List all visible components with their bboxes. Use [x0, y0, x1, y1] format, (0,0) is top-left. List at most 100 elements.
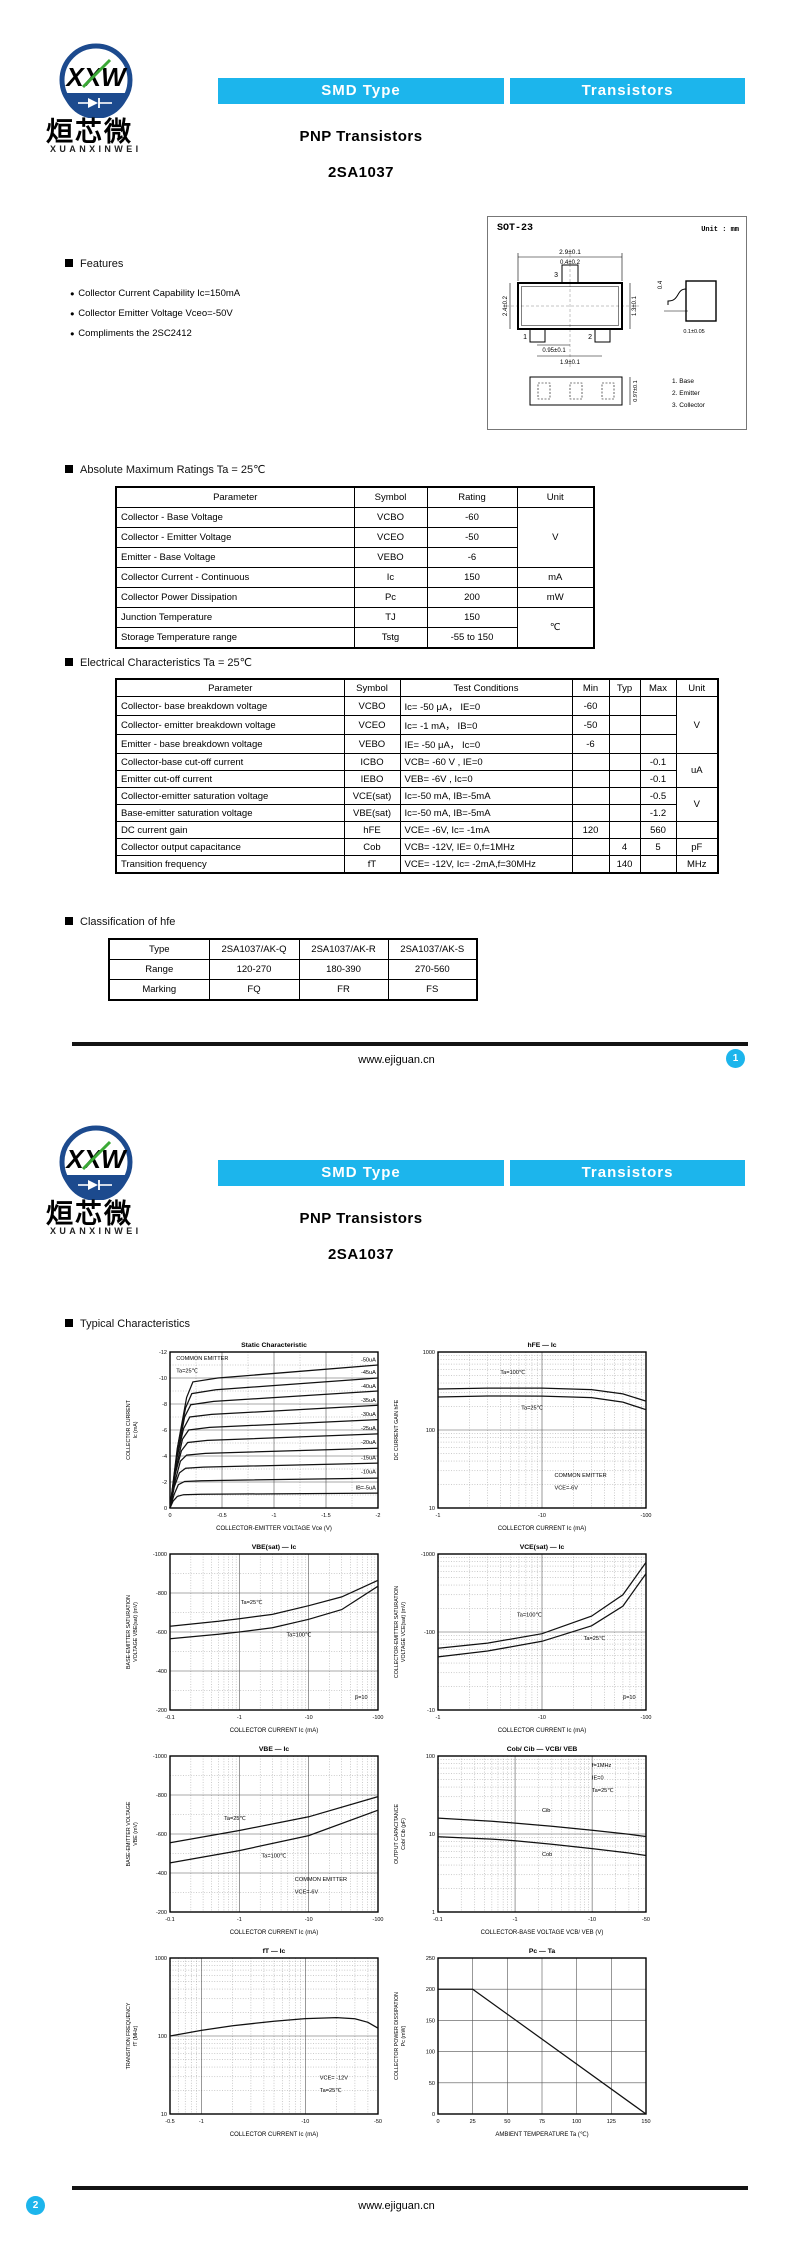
table-cell: Type	[108, 938, 210, 960]
table-row: Range 120-270 180-390 270-560	[108, 959, 478, 980]
table-cell: Marking	[108, 979, 210, 1001]
table-cell: 5	[639, 838, 677, 856]
svg-text:10: 10	[429, 1832, 435, 1838]
svg-text:150: 150	[641, 2119, 650, 2125]
svg-text:1000: 1000	[155, 1956, 167, 1962]
svg-text:Ta=25℃: Ta=25℃	[224, 1815, 246, 1822]
svg-text:1.9±0.1: 1.9±0.1	[560, 360, 581, 366]
svg-text:VOLTAGE VBE(sat) (mV): VOLTAGE VBE(sat) (mV)	[133, 1602, 139, 1662]
svg-text:Cob/ Cib — VCB/ VEB: Cob/ Cib — VCB/ VEB	[507, 1746, 578, 1753]
table-cell: Collector output capacitance	[115, 838, 345, 856]
svg-text:COLLECTOR CURRENT Ic (mA): COLLECTOR CURRENT Ic (mA)	[230, 2132, 318, 2138]
table-cell	[571, 770, 610, 788]
table-cell: Base-emitter saturation voltage	[115, 804, 345, 822]
svg-text:-2: -2	[376, 1513, 381, 1519]
table-cell	[675, 821, 719, 839]
svg-text:2.9±0.1: 2.9±0.1	[559, 249, 581, 256]
svg-text:TRANSITION FREQUENCY: TRANSITION FREQUENCY	[126, 2002, 132, 2069]
table-cell: Transition frequency	[115, 855, 345, 874]
part-number: 2SA1037	[327, 1246, 395, 1263]
table-row: Collector-base cut-off current ICBO VCB= -…	[115, 753, 719, 788]
svg-text:1: 1	[432, 1910, 435, 1916]
table-cell	[639, 734, 677, 754]
table-cell: mW	[516, 587, 595, 608]
table-cell: FS	[387, 979, 478, 1001]
footer-url: www.ejiguan.cn	[358, 2200, 435, 2212]
square-bullet-icon	[65, 658, 73, 666]
package-name: SOT-23	[497, 223, 534, 234]
table-cell: Ic	[353, 567, 428, 588]
brand-name-en: XUANXINWEI	[50, 144, 142, 154]
svg-text:-1: -1	[513, 1917, 518, 1923]
graph-vbe-vs-ic: -0.1 -1 -10 -100 -200 -400 -600 -800 -1000 Ta=25℃…	[118, 1742, 388, 1939]
svg-text:Ta=100℃: Ta=100℃	[500, 1369, 525, 1376]
table-cell: Pc	[353, 587, 428, 608]
graph-ft-vs-ic: -0.5 -1 -10 -50 10 100 1000 VCE= -12V Ta=25℃ fT —…	[118, 1944, 388, 2141]
table-cell: 200	[426, 587, 518, 608]
table-cell: Collector-base cut-off current	[115, 753, 345, 771]
svg-text:-10: -10	[301, 2119, 309, 2125]
table-cell	[571, 804, 610, 822]
table-cell: DC current gain	[115, 821, 345, 839]
table-cell: Test Conditions	[399, 678, 573, 697]
table-cell	[571, 753, 610, 771]
table-row: Emitter - base breakdown voltage VEBO IE= …	[115, 734, 718, 754]
brand-name-cn: 烜芯微	[46, 117, 133, 147]
svg-text:Pc — Ta: Pc — Ta	[529, 1948, 556, 1955]
svg-text:-0.1: -0.1	[433, 1917, 442, 1923]
table-cell: VEBO	[353, 547, 428, 568]
svg-text:-50: -50	[374, 2119, 382, 2125]
table-cell: VCE(sat)	[343, 787, 401, 805]
svg-text:0: 0	[432, 2112, 435, 2118]
svg-text:-10: -10	[427, 1708, 435, 1714]
svg-text:-2: -2	[162, 1480, 167, 1486]
svg-text:-1.5: -1.5	[321, 1513, 330, 1519]
svg-text:-800: -800	[156, 1793, 167, 1799]
svg-text:f=1MHz: f=1MHz	[592, 1763, 612, 1769]
svg-text:-10: -10	[588, 1917, 596, 1923]
table-cell: Collector Current - Continuous	[115, 567, 355, 588]
svg-text:-100: -100	[372, 1917, 383, 1923]
svg-text:-25uA: -25uA	[361, 1426, 376, 1432]
svg-text:Cob: Cob	[542, 1852, 552, 1858]
footer-rule	[72, 1042, 748, 1046]
svg-text:-40uA: -40uA	[361, 1384, 376, 1390]
svg-text:-100: -100	[372, 1715, 383, 1721]
table-cell: VCBO	[343, 696, 401, 716]
hfe-class-heading: Classification of hfe	[65, 916, 175, 928]
svg-text:Ta=25℃: Ta=25℃	[320, 2087, 342, 2094]
svg-text:250: 250	[426, 1956, 435, 1962]
svg-text:-1: -1	[199, 2119, 204, 2125]
table-cell: Ic= -50 μA， IE=0	[399, 696, 573, 716]
banner-smd-type: SMD Type	[218, 78, 504, 104]
table-cell: V	[675, 787, 719, 822]
svg-text:Ta=25℃: Ta=25℃	[241, 1599, 263, 1606]
table-cell: Emitter - base breakdown voltage	[115, 734, 345, 754]
svg-text:-10: -10	[305, 1715, 313, 1721]
part-number: 2SA1037	[327, 164, 395, 181]
table-cell: Cob	[343, 838, 401, 856]
svg-text:-1: -1	[272, 1513, 277, 1519]
table-row: Parameter Symbol Rating Unit	[115, 486, 595, 508]
table-cell: ICBO	[343, 753, 401, 771]
graph-pc-vs-ta: 0 25 50 75 100 125 150 0 50 100 150 200 250 Pc — Ta AM…	[386, 1944, 656, 2141]
abs-max-heading: Absolute Maximum Ratings Ta = 25℃	[65, 463, 266, 476]
svg-text:75: 75	[539, 2119, 545, 2125]
svg-text:-10: -10	[305, 1917, 313, 1923]
table-cell: Emitter cut-off current	[115, 770, 345, 788]
table-cell: IE= -50 μA， Ic=0	[399, 734, 573, 754]
svg-text:-1000: -1000	[421, 1552, 435, 1558]
svg-text:3: 3	[554, 272, 558, 279]
svg-text:-20uA: -20uA	[361, 1440, 376, 1446]
table-cell	[608, 734, 641, 754]
table-cell: 2SA1037/AK-Q	[208, 938, 300, 960]
svg-text:Ta=25℃: Ta=25℃	[176, 1367, 198, 1374]
table-cell: VCE= -12V, Ic= -2mA,f=30MHz	[399, 855, 573, 874]
table-cell	[608, 753, 641, 771]
table-cell: 140	[608, 855, 641, 874]
svg-text:Ta=25℃: Ta=25℃	[592, 1787, 614, 1794]
svg-text:hFE — Ic: hFE — Ic	[527, 1342, 556, 1349]
table-cell	[608, 696, 641, 716]
graph-vbe-sat-vs-ic: -0.1 -1 -10 -100 -200 -400 -600 -800 -1000 Ta=25℃…	[118, 1540, 388, 1737]
table-cell: Storage Temperature range	[115, 627, 355, 649]
